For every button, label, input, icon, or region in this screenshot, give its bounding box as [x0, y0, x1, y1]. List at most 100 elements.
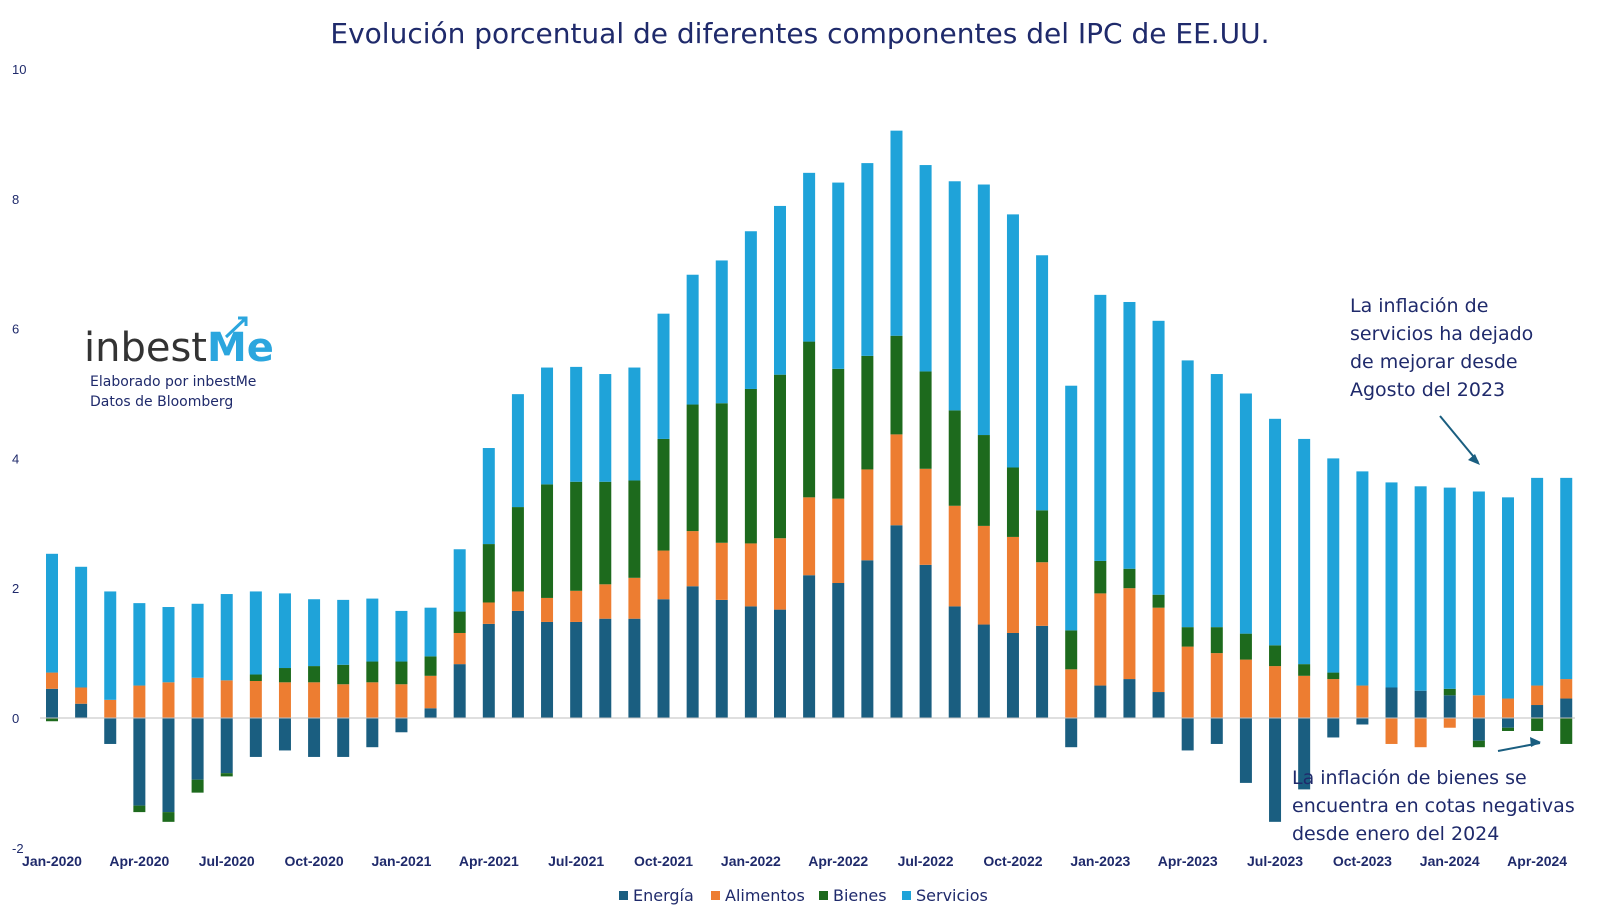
- bar-segment: [1065, 718, 1078, 748]
- bar-segment: [453, 549, 466, 612]
- bar-segment: [890, 434, 903, 526]
- bar-segment: [75, 703, 88, 718]
- bar-segment: [1094, 560, 1107, 594]
- bar-segment: [1385, 687, 1398, 718]
- bar-segment: [395, 610, 408, 662]
- bar-segment: [308, 682, 321, 718]
- x-tick-label: Apr-2023: [1158, 853, 1218, 869]
- bar-segment: [1036, 562, 1049, 626]
- bar-segment: [599, 481, 612, 585]
- bar-segment: [337, 664, 350, 685]
- bar-segment: [1006, 467, 1019, 537]
- bar-segment: [220, 680, 233, 718]
- bar-segment: [337, 684, 350, 718]
- y-tick-label: 4: [12, 451, 19, 466]
- y-tick-label: 10: [12, 62, 26, 77]
- bar-segment: [570, 481, 583, 591]
- bar-segment: [1036, 255, 1049, 511]
- bar-segment: [919, 371, 932, 469]
- bar-segment: [890, 130, 903, 336]
- x-tick-label: Apr-2021: [459, 853, 519, 869]
- bar-segment: [1123, 301, 1136, 569]
- bar-segment: [628, 367, 641, 481]
- bar-segment: [599, 618, 612, 718]
- bar-segment: [1065, 630, 1078, 670]
- bar-segment: [803, 575, 816, 718]
- bar-segment: [1210, 653, 1223, 718]
- bar-segment: [511, 507, 524, 592]
- bar-segment: [803, 172, 816, 342]
- bar-segment: [977, 435, 990, 526]
- bar-segment: [628, 480, 641, 578]
- y-tick-label: 8: [12, 192, 19, 207]
- legend-label-bienes: Bienes: [833, 886, 887, 905]
- bar-segment: [308, 718, 321, 757]
- bar-segment: [1152, 320, 1165, 595]
- bar-segment: [133, 685, 146, 718]
- bar-segment: [1181, 718, 1194, 751]
- bar-segment: [744, 388, 757, 544]
- bar-segment: [1443, 695, 1456, 718]
- annotation-bienes-arrowhead-icon: [1530, 737, 1541, 747]
- bar-segment: [366, 682, 379, 718]
- bar-segment: [278, 593, 291, 669]
- x-tick-label: Oct-2023: [1333, 853, 1392, 869]
- annotation-servicios: La inflación de servicios ha dejado de m…: [1350, 295, 1533, 465]
- bar-segment: [1356, 471, 1369, 686]
- bar-segment: [1210, 627, 1223, 654]
- annotation-servicios-line-3: de mejorar desde: [1350, 351, 1518, 373]
- bar-segment: [46, 718, 58, 722]
- bar-segment: [1239, 659, 1252, 718]
- legend-swatch-alimentos: [711, 891, 720, 900]
- bar-segment: [308, 666, 321, 683]
- bar-segment: [75, 566, 88, 688]
- x-tick-label: Apr-2020: [109, 853, 169, 869]
- bar-segment: [861, 469, 874, 561]
- logo: inbestMe: [84, 316, 274, 371]
- bar-segment: [1036, 625, 1049, 718]
- bar-segment: [453, 611, 466, 633]
- bar-segment: [977, 184, 990, 436]
- bar-segment: [1298, 438, 1311, 665]
- bar-segment: [1006, 214, 1019, 468]
- bar-segment: [1443, 718, 1456, 728]
- bar-segment: [861, 163, 874, 356]
- bar-segment: [977, 624, 990, 718]
- bar-segment: [686, 404, 699, 532]
- bar-segment: [1531, 718, 1544, 731]
- bar-segment: [715, 599, 728, 718]
- bar-segment: [1356, 718, 1369, 725]
- bar-segment: [46, 553, 58, 673]
- y-tick-label: -2: [12, 841, 24, 856]
- bar-segment: [1327, 679, 1340, 718]
- bar-segment: [1502, 718, 1514, 728]
- bar-segment: [482, 602, 495, 624]
- bar-segment: [133, 805, 146, 813]
- legend-label-energia: Energía: [633, 886, 694, 905]
- annotation-bienes: La inflación de bienes se encuentra en c…: [1292, 737, 1575, 845]
- bar-segment: [1298, 664, 1311, 676]
- bar-segment: [657, 550, 670, 600]
- bar-segment: [832, 498, 845, 584]
- legend-label-alimentos: Alimentos: [725, 886, 805, 905]
- legend-swatch-energia: [619, 891, 628, 900]
- bar-segment: [919, 468, 932, 565]
- bar-segment: [1531, 685, 1544, 706]
- bar-segment: [249, 718, 262, 757]
- bar-segment: [1414, 690, 1427, 718]
- bar-segment: [832, 368, 845, 499]
- bar-segment: [1123, 588, 1136, 680]
- bar-segment: [570, 590, 583, 622]
- y-axis-ticks: 10 8 6 4 2 0 -2: [12, 62, 26, 856]
- bar-segment: [46, 672, 58, 689]
- bar-segment: [482, 623, 495, 718]
- x-tick-label: Apr-2024: [1507, 853, 1567, 869]
- logo-text: inbest: [84, 325, 207, 371]
- bar-segment: [308, 599, 321, 667]
- bar-segment: [774, 374, 786, 539]
- bar-segment: [1298, 718, 1311, 790]
- bar-segment: [774, 538, 786, 610]
- bar-segment: [511, 394, 524, 508]
- bar-segment: [657, 313, 670, 439]
- bar-segment: [1414, 486, 1427, 691]
